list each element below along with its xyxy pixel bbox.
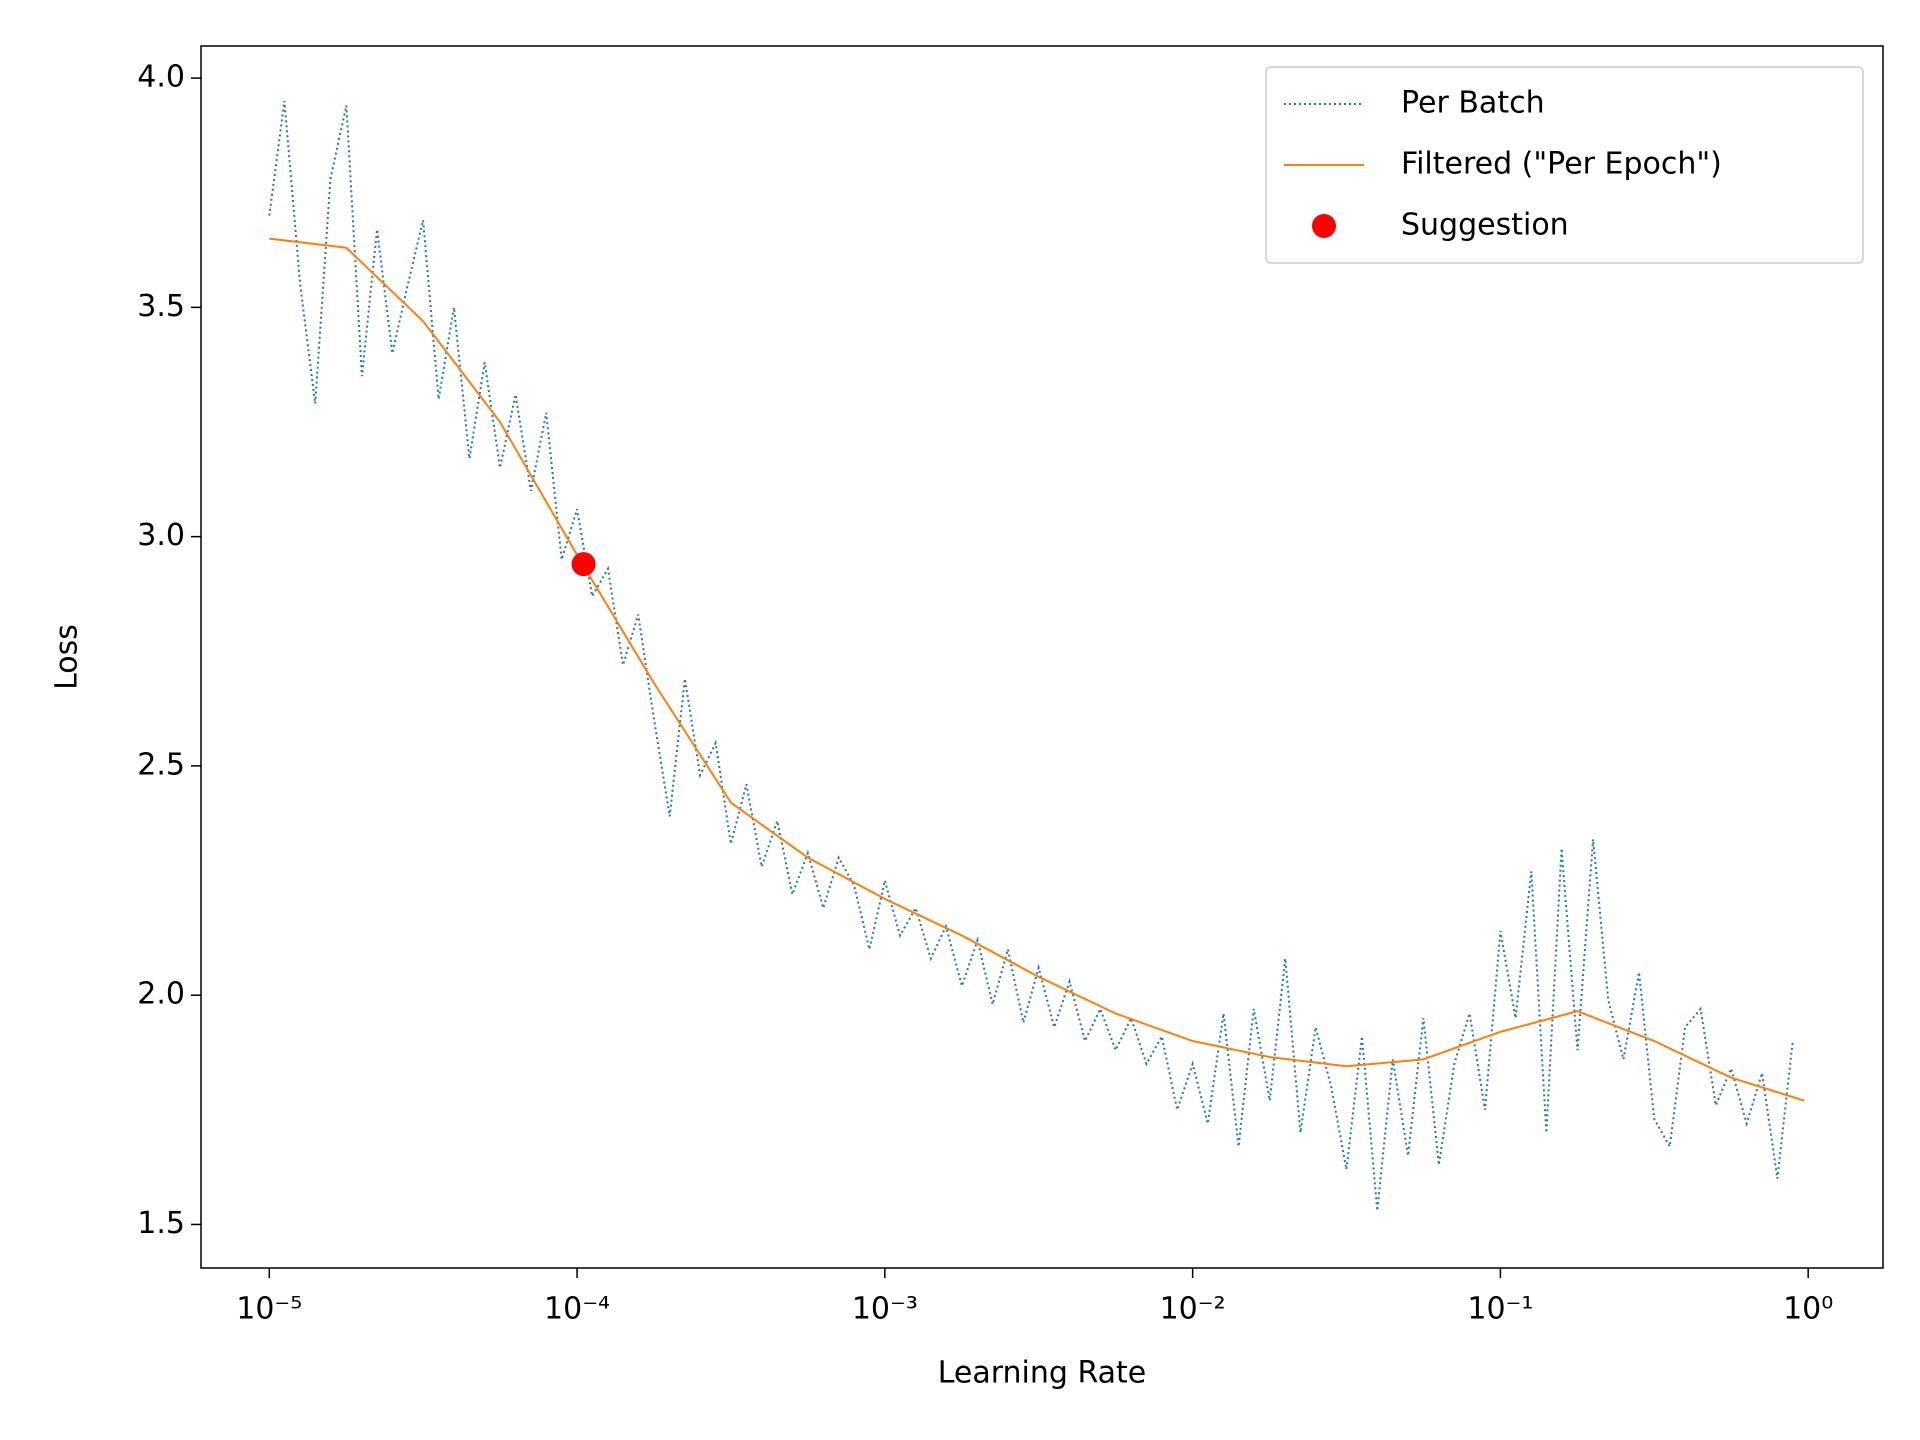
plot-area [268, 100, 1805, 1211]
y-tick-label: 3.5 [137, 289, 185, 324]
y-tick-label: 2.0 [137, 977, 185, 1012]
x-tick-label: 10⁻² [1160, 1292, 1226, 1327]
legend-label: Filtered ("Per Epoch") [1401, 147, 1722, 182]
series-line [268, 100, 1794, 1211]
x-axis-label: Learning Rate [938, 1356, 1147, 1391]
y-tick-label: 3.0 [137, 518, 185, 553]
x-tick-label: 10⁰ [1783, 1292, 1833, 1327]
series-line [269, 237, 1805, 1102]
legend-marker [1312, 214, 1336, 238]
y-tick-label: 4.0 [137, 60, 185, 95]
x-tick-label: 10⁻⁴ [544, 1292, 610, 1327]
x-tick-label: 10⁻³ [852, 1292, 918, 1327]
series-marker [571, 552, 596, 577]
legend-box [1265, 66, 1864, 264]
x-tick-label: 10⁻⁵ [236, 1292, 302, 1327]
legend-label: Suggestion [1401, 208, 1569, 243]
y-axis-label: Loss [50, 624, 85, 690]
axes-frame [200, 45, 1884, 1269]
y-tick-label: 2.5 [137, 747, 185, 782]
y-tick-label: 1.5 [137, 1206, 185, 1241]
x-tick-label: 10⁻¹ [1467, 1292, 1533, 1327]
legend-label: Per Batch [1401, 86, 1545, 121]
